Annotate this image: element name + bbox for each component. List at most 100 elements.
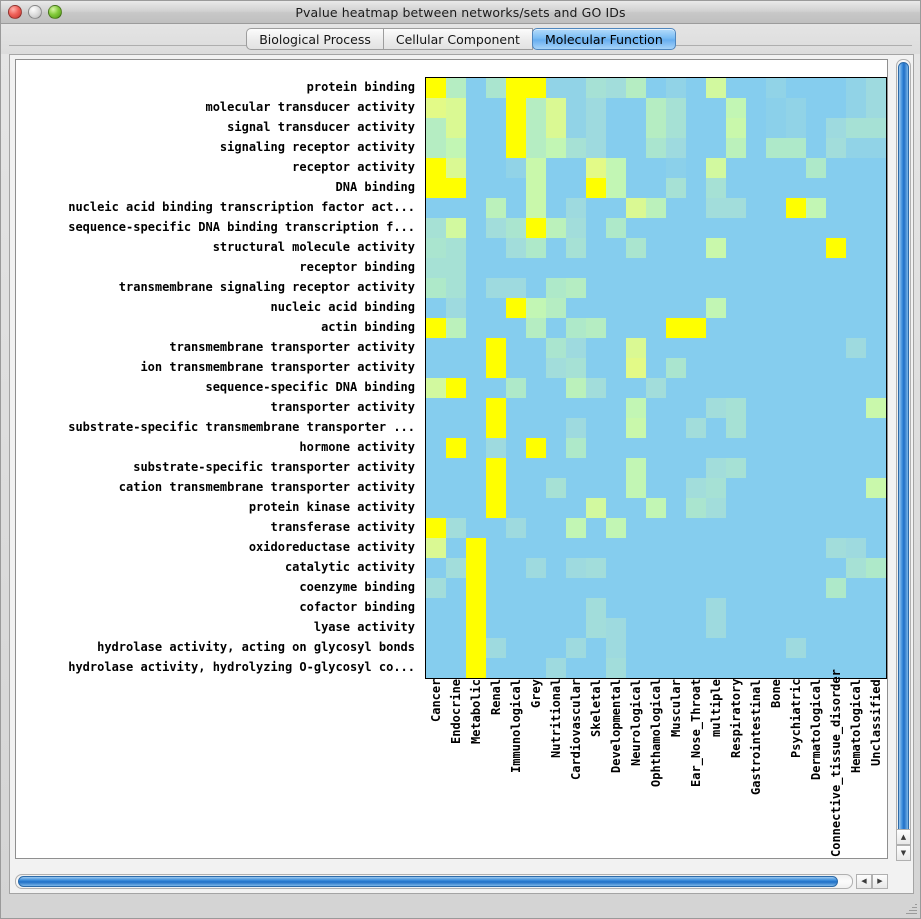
heatmap-cell[interactable]: [586, 458, 606, 478]
heatmap-cell[interactable]: [826, 358, 846, 378]
heatmap-cell[interactable]: [426, 458, 446, 478]
heatmap-cell[interactable]: [646, 158, 666, 178]
heatmap-cell[interactable]: [826, 138, 846, 158]
heatmap-cell[interactable]: [746, 298, 766, 318]
heatmap-cell[interactable]: [766, 558, 786, 578]
heatmap-cell[interactable]: [586, 178, 606, 198]
heatmap-cell[interactable]: [826, 458, 846, 478]
heatmap-cell[interactable]: [746, 78, 766, 98]
heatmap-cell[interactable]: [426, 498, 446, 518]
heatmap-cell[interactable]: [446, 358, 466, 378]
heatmap-cell[interactable]: [586, 158, 606, 178]
heatmap-cell[interactable]: [546, 138, 566, 158]
heatmap-cell[interactable]: [486, 438, 506, 458]
heatmap-cell[interactable]: [706, 478, 726, 498]
heatmap-cell[interactable]: [666, 238, 686, 258]
heatmap-cell[interactable]: [866, 178, 886, 198]
heatmap-cell[interactable]: [706, 298, 726, 318]
heatmap-cell[interactable]: [426, 138, 446, 158]
heatmap-cell[interactable]: [686, 578, 706, 598]
heatmap-cell[interactable]: [566, 638, 586, 658]
heatmap-cell[interactable]: [746, 198, 766, 218]
scroll-right-icon[interactable]: ▶: [872, 874, 888, 889]
tab-cellular-component[interactable]: Cellular Component: [383, 28, 533, 50]
heatmap-cell[interactable]: [506, 78, 526, 98]
heatmap-cell[interactable]: [806, 178, 826, 198]
heatmap-cell[interactable]: [506, 458, 526, 478]
heatmap-cell[interactable]: [786, 558, 806, 578]
heatmap-cell[interactable]: [466, 518, 486, 538]
heatmap-cell[interactable]: [646, 598, 666, 618]
heatmap-cell[interactable]: [526, 478, 546, 498]
heatmap-cell[interactable]: [866, 418, 886, 438]
heatmap-cell[interactable]: [546, 198, 566, 218]
heatmap-cell[interactable]: [426, 158, 446, 178]
heatmap-cell[interactable]: [566, 298, 586, 318]
heatmap-cell[interactable]: [626, 578, 646, 598]
heatmap-cell[interactable]: [866, 498, 886, 518]
heatmap-cell[interactable]: [646, 338, 666, 358]
heatmap-cell[interactable]: [686, 418, 706, 438]
heatmap-cell[interactable]: [786, 198, 806, 218]
heatmap-cell[interactable]: [726, 278, 746, 298]
heatmap-cell[interactable]: [446, 178, 466, 198]
heatmap-cell[interactable]: [466, 278, 486, 298]
heatmap-cell[interactable]: [526, 398, 546, 418]
heatmap-cell[interactable]: [466, 98, 486, 118]
heatmap-cell[interactable]: [646, 618, 666, 638]
heatmap-cell[interactable]: [806, 458, 826, 478]
heatmap-cell[interactable]: [666, 138, 686, 158]
heatmap-cell[interactable]: [846, 98, 866, 118]
heatmap-cell[interactable]: [846, 378, 866, 398]
heatmap-cell[interactable]: [506, 218, 526, 238]
heatmap-cell[interactable]: [426, 178, 446, 198]
heatmap-cell[interactable]: [586, 218, 606, 238]
heatmap-cell[interactable]: [546, 518, 566, 538]
heatmap-cell[interactable]: [846, 538, 866, 558]
heatmap-cell[interactable]: [586, 558, 606, 578]
heatmap-cell[interactable]: [606, 258, 626, 278]
heatmap-cell[interactable]: [706, 618, 726, 638]
heatmap-cell[interactable]: [566, 378, 586, 398]
heatmap-cell[interactable]: [666, 318, 686, 338]
heatmap-cell[interactable]: [486, 218, 506, 238]
heatmap-cell[interactable]: [466, 538, 486, 558]
heatmap-cell[interactable]: [706, 338, 726, 358]
heatmap-cell[interactable]: [546, 118, 566, 138]
heatmap-cell[interactable]: [666, 458, 686, 478]
heatmap-cell[interactable]: [726, 638, 746, 658]
heatmap-cell[interactable]: [686, 618, 706, 638]
heatmap-cell[interactable]: [746, 558, 766, 578]
heatmap-cell[interactable]: [586, 198, 606, 218]
heatmap-cell[interactable]: [586, 298, 606, 318]
heatmap-cell[interactable]: [486, 198, 506, 218]
heatmap-cell[interactable]: [506, 238, 526, 258]
heatmap-cell[interactable]: [806, 538, 826, 558]
heatmap-cell[interactable]: [426, 238, 446, 258]
heatmap-cell[interactable]: [726, 378, 746, 398]
heatmap-cell[interactable]: [446, 78, 466, 98]
heatmap-cell[interactable]: [466, 658, 486, 678]
heatmap-cell[interactable]: [546, 338, 566, 358]
heatmap-cell[interactable]: [626, 398, 646, 418]
heatmap-cell[interactable]: [546, 398, 566, 418]
heatmap-cell[interactable]: [546, 298, 566, 318]
heatmap-cell[interactable]: [666, 438, 686, 458]
heatmap-cell[interactable]: [746, 458, 766, 478]
heatmap-cell[interactable]: [866, 658, 886, 678]
heatmap-cell[interactable]: [506, 138, 526, 158]
heatmap-cell[interactable]: [786, 518, 806, 538]
heatmap-cell[interactable]: [786, 218, 806, 238]
heatmap-cell[interactable]: [786, 278, 806, 298]
heatmap-cell[interactable]: [606, 238, 626, 258]
heatmap-cell[interactable]: [626, 518, 646, 538]
heatmap-cell[interactable]: [786, 538, 806, 558]
heatmap-cell[interactable]: [606, 518, 626, 538]
heatmap-cell[interactable]: [726, 558, 746, 578]
heatmap-cell[interactable]: [506, 398, 526, 418]
heatmap-cell[interactable]: [866, 578, 886, 598]
heatmap-cell[interactable]: [586, 98, 606, 118]
heatmap-cell[interactable]: [766, 198, 786, 218]
heatmap-cell[interactable]: [546, 78, 566, 98]
heatmap-cell[interactable]: [846, 598, 866, 618]
